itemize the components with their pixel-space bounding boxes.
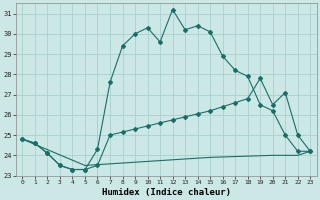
X-axis label: Humidex (Indice chaleur): Humidex (Indice chaleur) [102,188,231,197]
